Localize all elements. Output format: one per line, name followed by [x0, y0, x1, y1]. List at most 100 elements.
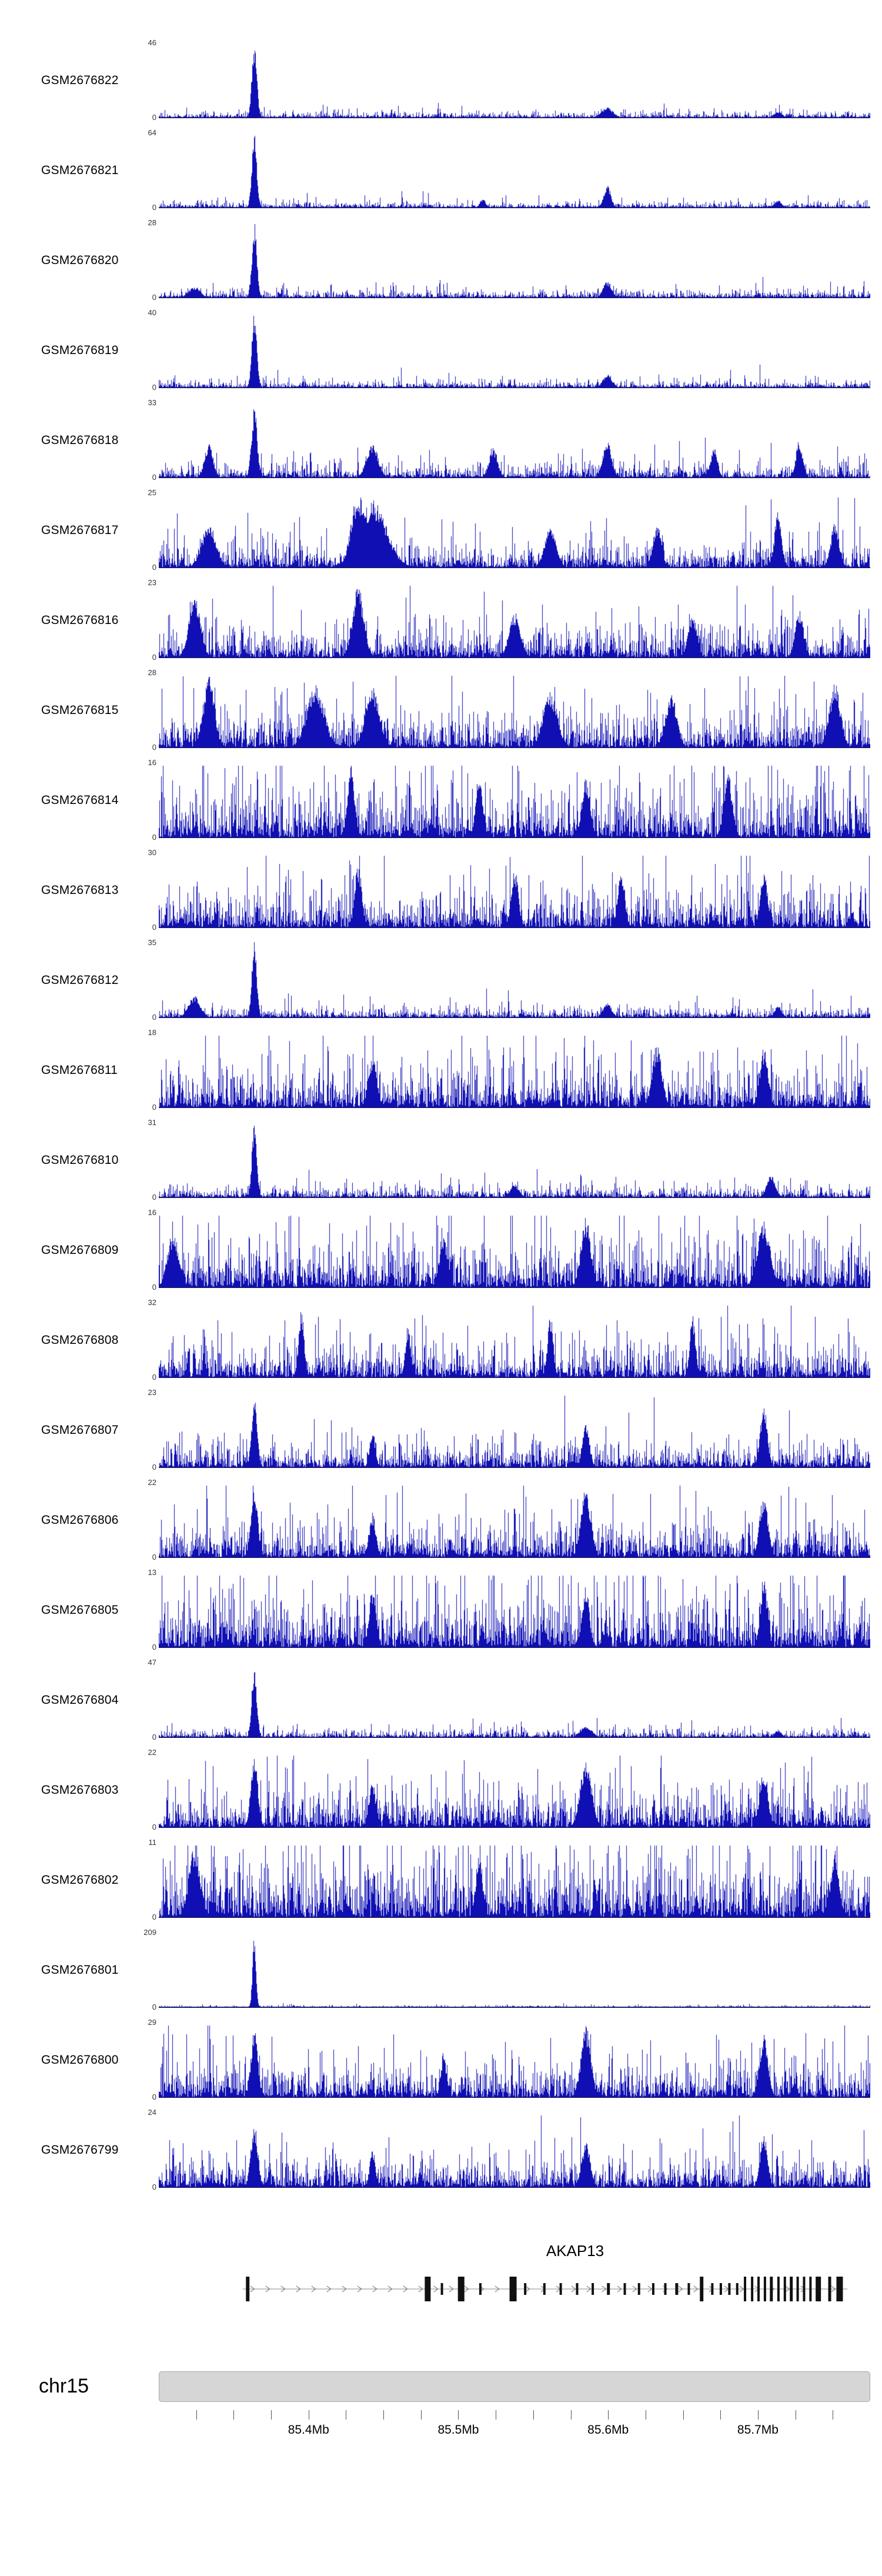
strand-arrow-icon [265, 2285, 270, 2293]
exon-block [736, 2283, 739, 2295]
strand-arrow-icon [418, 2285, 423, 2293]
track-plot: 22 0 [148, 1748, 870, 1831]
signal-canvas [159, 2022, 870, 2097]
exon-block [711, 2283, 714, 2295]
gene-name-label: AKAP13 [546, 2242, 604, 2260]
track-ymax-label: 23 [148, 578, 156, 587]
strand-arrow-icon [525, 2285, 530, 2293]
strand-arrow-icon [250, 2285, 255, 2293]
strand-arrow-icon [586, 2285, 592, 2293]
gene-model-svg [242, 2277, 848, 2301]
track-ymax-label: 35 [148, 938, 156, 947]
track-label: GSM2676813 [41, 883, 119, 897]
track-ymax-label: 32 [148, 1298, 156, 1307]
signal-canvas [159, 1392, 870, 1467]
track-row: GSM2676802 11 0 [0, 1835, 882, 1925]
exon-block [425, 2277, 431, 2301]
exon-block [440, 2283, 443, 2295]
track-plot: 13 0 [148, 1568, 870, 1651]
track-ymax-label: 31 [148, 1118, 156, 1127]
track-plot: 16 0 [148, 1208, 870, 1292]
track-ymax-label: 209 [143, 1928, 156, 1937]
exon-block [700, 2277, 704, 2301]
track-row: GSM2676807 23 0 [0, 1385, 882, 1475]
track-row: GSM2676820 28 0 [0, 215, 882, 305]
strand-arrow-icon [464, 2285, 469, 2293]
track-ymin-label: 0 [152, 1013, 156, 1022]
strand-arrow-icon [372, 2285, 377, 2293]
track-plot: 23 0 [148, 578, 870, 662]
track-row: GSM2676815 28 0 [0, 665, 882, 755]
axis-tick [383, 2410, 385, 2420]
track-label: GSM2676820 [41, 253, 119, 267]
exon-block [675, 2283, 679, 2295]
signal-canvas [159, 222, 870, 298]
track-label: GSM2676821 [41, 163, 119, 177]
exon-block [664, 2283, 667, 2295]
exon-block [509, 2277, 517, 2301]
exon-block [457, 2277, 465, 2301]
exon-block [524, 2283, 527, 2295]
track-row: GSM2676821 64 0 [0, 125, 882, 215]
signal-canvas [159, 762, 870, 837]
track-row: GSM2676808 32 0 [0, 1295, 882, 1385]
exon-block [809, 2277, 812, 2301]
track-plot: 23 0 [148, 1388, 870, 1471]
signal-canvas [159, 1032, 870, 1107]
track-label: GSM2676805 [41, 1603, 119, 1617]
track-plot: 16 0 [148, 758, 870, 842]
strand-arrow-icon [433, 2285, 439, 2293]
track-plot: 46 0 [148, 38, 870, 122]
axis-tick [757, 2410, 759, 2420]
track-label: GSM2676816 [41, 613, 119, 627]
track-ymin-label: 0 [152, 1823, 156, 1831]
track-plot: 18 0 [148, 1028, 870, 1112]
axis-tick [271, 2410, 272, 2420]
track-label: GSM2676822 [41, 73, 119, 87]
track-plot: 24 0 [148, 2108, 870, 2191]
track-row: GSM2676800 29 0 [0, 2015, 882, 2105]
track-ymin-label: 0 [152, 833, 156, 842]
exon-block [637, 2283, 640, 2295]
exon-block [757, 2277, 760, 2301]
exon-block [607, 2283, 610, 2295]
axis-tick-label: 85.7Mb [737, 2423, 779, 2437]
track-label: GSM2676808 [41, 1333, 119, 1347]
track-label: GSM2676804 [41, 1693, 119, 1707]
exon-block [719, 2283, 722, 2295]
strand-arrow-icon [387, 2285, 393, 2293]
strand-arrow-icon [342, 2285, 347, 2293]
strand-arrow-icon [647, 2285, 653, 2293]
track-label: GSM2676803 [41, 1783, 119, 1797]
track-ymin-label: 0 [152, 653, 156, 662]
track-plot: 31 0 [148, 1118, 870, 1202]
track-ymax-label: 47 [148, 1658, 156, 1667]
track-ymax-label: 22 [148, 1748, 156, 1757]
track-label: GSM2676802 [41, 1873, 119, 1887]
track-plot: 32 0 [148, 1298, 870, 1382]
track-label: GSM2676818 [41, 433, 119, 447]
chromosome-label: chr15 [39, 2375, 89, 2397]
track-label: GSM2676819 [41, 343, 119, 357]
track-ymin-label: 0 [152, 203, 156, 212]
axis-tick [458, 2410, 459, 2420]
signal-canvas [159, 1572, 870, 1647]
strand-arrow-icon [602, 2285, 607, 2293]
signal-canvas [159, 1482, 870, 1557]
signal-canvas [159, 312, 870, 388]
track-ymax-label: 18 [148, 1028, 156, 1037]
track-ymin-label: 0 [152, 2093, 156, 2101]
axis-tick [420, 2410, 422, 2420]
track-plot: 47 0 [148, 1658, 870, 1741]
track-plot: 25 0 [148, 488, 870, 572]
track-ymax-label: 40 [148, 308, 156, 317]
track-row: GSM2676804 47 0 [0, 1655, 882, 1745]
track-plot: 209 0 [143, 1928, 870, 2011]
exon-block [559, 2283, 562, 2295]
axis-tick-label: 85.5Mb [437, 2423, 479, 2437]
track-ymin-label: 0 [152, 1373, 156, 1382]
exon-block [751, 2277, 754, 2301]
track-row: GSM2676818 33 0 [0, 395, 882, 485]
track-ymin-label: 0 [152, 923, 156, 932]
